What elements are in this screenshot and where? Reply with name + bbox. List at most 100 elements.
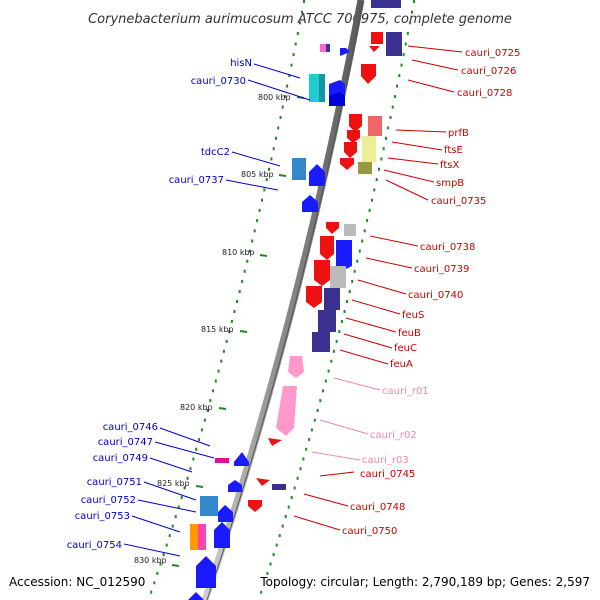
gene-label-smpB[interactable]: smpB	[436, 178, 464, 189]
track-tick	[348, 290, 351, 293]
gene-label-cauri-0753[interactable]: cauri_0753	[75, 511, 130, 522]
gene-arrow[interactable]	[362, 136, 376, 162]
gene-arrow[interactable]	[234, 452, 249, 466]
track-tick	[338, 330, 341, 333]
gene-label-cauri-0728[interactable]: cauri_0728	[457, 88, 512, 99]
gene-label-cauri-0747[interactable]: cauri_0747	[98, 437, 153, 448]
gene-arrow[interactable]	[336, 240, 352, 270]
track-tick	[396, 84, 399, 88]
forward-labels: hisN cauri_0730 tdcC2 cauri_0737 cauri_0…	[67, 58, 252, 551]
scale-label: 805 kbp	[241, 170, 274, 179]
gene-arrow[interactable]	[326, 44, 330, 52]
track-tick	[363, 229, 366, 233]
track-tick	[217, 369, 220, 373]
gene-label-cauri-0754[interactable]: cauri_0754	[67, 540, 122, 551]
gene-arrow[interactable]	[361, 64, 376, 84]
gene-label-cauri-0748[interactable]: cauri_0748	[350, 502, 405, 513]
gene-arrow[interactable]	[268, 438, 282, 446]
gene-arrow[interactable]	[188, 592, 204, 600]
gene-label-cauri-0750[interactable]: cauri_0750	[342, 526, 397, 537]
gene-label-cauri-0730[interactable]: cauri_0730	[191, 76, 246, 87]
reverse-leader-lines	[293, 45, 463, 531]
gene-arrow[interactable]	[369, 46, 380, 52]
gene-arrow[interactable]	[215, 458, 229, 463]
gene-label-cauri-0752[interactable]: cauri_0752	[81, 495, 136, 506]
gene-label-ftsE[interactable]: ftsE	[444, 145, 463, 156]
track-tick	[322, 389, 325, 393]
gene-arrow[interactable]	[329, 92, 345, 106]
gene-arrow[interactable]	[306, 286, 322, 308]
gene-label-cauri-0740[interactable]: cauri_0740	[408, 290, 463, 301]
gene-arrow[interactable]	[228, 480, 242, 492]
track-tick	[294, 42, 297, 46]
gene-arrow[interactable]	[309, 164, 325, 186]
gene-label-cauri-r03[interactable]: cauri_r03	[362, 455, 409, 466]
gene-label-cauri-0735[interactable]: cauri_0735	[431, 196, 486, 207]
gene-arrow[interactable]	[324, 288, 340, 310]
gene-arrow[interactable]	[371, 0, 401, 8]
gene-label-cauri-0749[interactable]: cauri_0749	[93, 453, 148, 464]
gene-label-cauri-0751[interactable]: cauri_0751	[87, 477, 142, 488]
scale-label: 815 kbp	[201, 325, 234, 334]
gene-label-feuA[interactable]: feuA	[390, 359, 413, 370]
gene-arrow[interactable]	[214, 522, 230, 548]
gene-arrow[interactable]	[329, 80, 345, 96]
gene-label-feuB[interactable]: feuB	[398, 328, 421, 339]
track-tick	[290, 63, 293, 67]
gene-label-cauri-0738[interactable]: cauri_0738	[420, 242, 475, 253]
gene-label-cauri-0726[interactable]: cauri_0726	[461, 66, 516, 77]
gene-arrow[interactable]	[190, 524, 198, 550]
gene-arrow[interactable]	[256, 478, 270, 486]
gene-arrow[interactable]	[320, 44, 326, 52]
gene-label-cauri-r01[interactable]: cauri_r01	[382, 386, 429, 397]
track-tick	[288, 74, 291, 78]
gene-arrow[interactable]	[272, 484, 286, 490]
track-tick	[332, 349, 335, 353]
gene-arrow[interactable]	[196, 556, 216, 588]
gene-arrow[interactable]	[358, 162, 372, 174]
gene-arrow[interactable]	[312, 332, 330, 352]
gene-arrow[interactable]	[344, 224, 356, 236]
gene-arrow[interactable]	[319, 74, 325, 102]
gene-arrow[interactable]	[386, 32, 402, 56]
gene-label-feuS[interactable]: feuS	[402, 310, 424, 321]
gene-arrow[interactable]	[288, 356, 304, 378]
gene-arrow[interactable]	[309, 74, 319, 102]
gene-arrow[interactable]	[368, 116, 382, 136]
gene-label-cauri-0737[interactable]: cauri_0737	[169, 175, 224, 186]
gene-arrow[interactable]	[276, 386, 297, 436]
track-tick	[324, 379, 327, 383]
track-tick	[275, 543, 278, 547]
gene-arrow[interactable]	[314, 260, 330, 286]
gene-arrow[interactable]	[340, 158, 354, 170]
track-tick	[228, 330, 231, 333]
gene-label-cauri-0745[interactable]: cauri_0745	[360, 469, 415, 480]
gene-arrow[interactable]	[292, 158, 306, 180]
gene-label-prfB[interactable]: prfB	[448, 128, 469, 139]
gene-label-ftsX[interactable]: ftsX	[440, 160, 459, 171]
gene-label-cauri-r02[interactable]: cauri_r02	[370, 430, 417, 441]
gene-arrow[interactable]	[200, 496, 218, 516]
gene-label-hisN[interactable]: hisN	[230, 58, 252, 69]
accession-text: Accession: NC_012590	[9, 575, 145, 589]
gene-arrow[interactable]	[349, 114, 362, 132]
gene-label-cauri-0725[interactable]: cauri_0725	[465, 48, 520, 59]
gene-arrow[interactable]	[318, 310, 336, 332]
gene-label-feuC[interactable]: feuC	[394, 343, 417, 354]
gene-arrow[interactable]	[218, 505, 233, 522]
gene-label-tdcC2[interactable]: tdcC2	[201, 147, 230, 158]
gene-arrow[interactable]	[248, 500, 262, 512]
gene-arrow[interactable]	[302, 195, 318, 212]
gene-arrow[interactable]	[320, 236, 334, 260]
gene-arrow[interactable]	[344, 142, 357, 158]
gene-label-cauri-0739[interactable]: cauri_0739	[414, 264, 469, 275]
gene-arrow[interactable]	[330, 266, 346, 288]
gene-arrow[interactable]	[326, 222, 339, 234]
gene-arrow[interactable]	[340, 48, 350, 56]
track-tick	[236, 300, 239, 303]
gene-arrow[interactable]	[198, 524, 206, 550]
gene-arrow[interactable]	[347, 130, 360, 143]
gene-label-cauri-0746[interactable]: cauri_0746	[103, 422, 158, 433]
track-tick	[263, 581, 266, 585]
gene-arrow[interactable]	[371, 32, 383, 44]
